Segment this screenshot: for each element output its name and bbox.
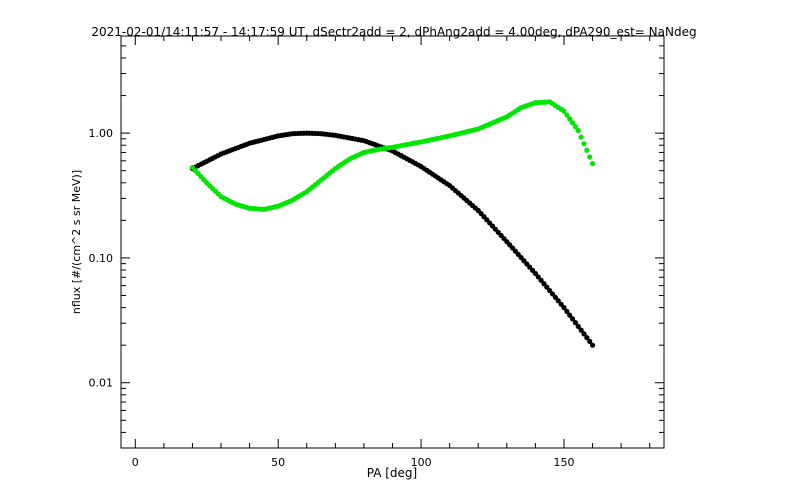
data-point xyxy=(584,147,590,153)
series-1 xyxy=(189,130,596,348)
data-point xyxy=(555,298,561,304)
x-axis-label: PA [deg] xyxy=(367,466,417,480)
x-tick-label: 0 xyxy=(132,456,139,469)
data-point xyxy=(541,281,547,287)
data-point xyxy=(538,277,544,283)
data-point xyxy=(589,342,596,348)
data-point xyxy=(587,338,593,345)
axis-tick-labels: 0 50 100 150 0.01 0.10 1.00 xyxy=(89,127,575,469)
data-point xyxy=(552,294,559,300)
x-tick-label: 50 xyxy=(271,456,285,469)
data-point xyxy=(575,323,581,329)
y-tick-label: 0.10 xyxy=(89,252,114,265)
data-point xyxy=(567,116,573,122)
y-axis-label: nflux [#/(cm^2 s sr MeV)] xyxy=(70,170,83,314)
series-2 xyxy=(189,99,596,212)
x-tick-label: 150 xyxy=(553,456,574,469)
data-point xyxy=(564,308,570,314)
data-point xyxy=(572,124,579,130)
data-point xyxy=(581,331,587,337)
data-point xyxy=(561,304,567,311)
chart-title: 2021-02-01/14:11:57 - 14:17:59 UT, dSect… xyxy=(91,25,696,39)
y-tick-label: 0.01 xyxy=(89,377,114,390)
data-point xyxy=(581,141,587,147)
data-point xyxy=(569,120,576,126)
y-tick-label: 1.00 xyxy=(89,127,114,140)
data-point xyxy=(558,301,564,307)
x-tick-label: 100 xyxy=(411,456,432,469)
axis-ticks xyxy=(121,35,664,449)
data-point xyxy=(547,287,553,294)
data-point xyxy=(578,134,584,140)
data-point xyxy=(561,108,567,114)
data-point xyxy=(567,312,573,318)
data-point xyxy=(535,274,541,280)
data-point xyxy=(575,127,581,134)
data-point xyxy=(589,160,596,167)
data-point xyxy=(587,154,593,160)
data-point xyxy=(544,284,550,290)
data-point xyxy=(569,316,576,322)
plot-frame xyxy=(120,35,665,449)
data-point xyxy=(549,291,556,297)
data-point xyxy=(564,112,570,118)
data-point xyxy=(584,335,590,341)
data-series xyxy=(189,99,596,348)
data-point xyxy=(572,320,579,326)
data-point xyxy=(532,270,538,277)
data-point xyxy=(578,327,584,333)
